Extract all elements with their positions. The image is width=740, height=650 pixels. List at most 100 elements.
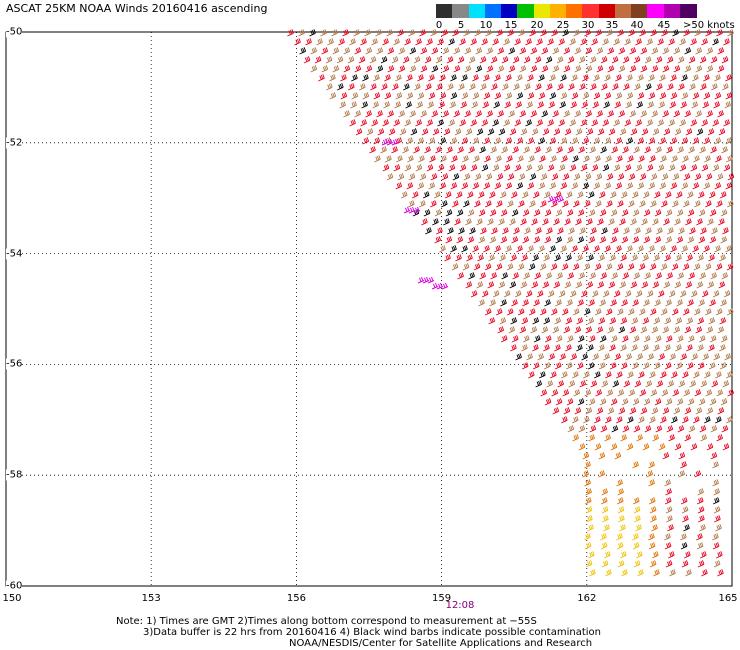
wind-barb (395, 92, 403, 100)
wind-barb (700, 380, 708, 388)
wind-barb (287, 29, 294, 37)
wind-barb (611, 56, 619, 64)
wind-barb (544, 236, 552, 244)
wind-barb (664, 254, 671, 262)
wind-barb (687, 335, 695, 343)
wind-barb (436, 83, 443, 91)
wind-barb (384, 92, 392, 100)
wind-barb (668, 290, 676, 298)
wind-barb (441, 200, 448, 208)
wind-barb (562, 29, 569, 37)
legend-label: 20 (530, 20, 544, 31)
wind-barb (520, 128, 528, 136)
wind-barb (702, 101, 709, 109)
wind-barb (654, 335, 662, 343)
wind-barb (665, 299, 672, 307)
wind-barb (619, 218, 626, 226)
wind-barb (650, 29, 657, 37)
wind-barb (495, 308, 503, 316)
wind-barb (635, 164, 643, 172)
wind-barb (693, 371, 700, 379)
wind-barb (596, 110, 603, 118)
latitude-label: -56 (6, 358, 23, 370)
wind-barb (572, 371, 579, 379)
wind-barb (517, 308, 525, 316)
wind-barb (547, 38, 554, 46)
wind-barb (698, 515, 705, 523)
wind-barb (571, 92, 579, 100)
wind-barb (615, 245, 622, 253)
wind-barb (712, 38, 719, 46)
wind-barb (701, 38, 708, 46)
wind-barb (572, 263, 580, 271)
wind-barb (604, 74, 611, 82)
note-line-1: Note: 1) Times are GMT 2)Times along bot… (116, 616, 537, 627)
wind-barb (605, 371, 612, 379)
wind-barb (554, 362, 562, 370)
wind-barb (584, 173, 592, 181)
wind-barb (329, 92, 337, 100)
wind-barb (616, 542, 624, 550)
wind-barb (529, 200, 536, 208)
wind-barb (487, 281, 495, 289)
wind-barb (716, 200, 723, 208)
wind-barb (464, 65, 472, 73)
wind-barb (511, 335, 519, 343)
wind-barb (689, 227, 696, 235)
wind-barb (448, 119, 455, 127)
wind-barb (510, 344, 517, 352)
wind-barb (548, 101, 555, 109)
wind-barb (666, 146, 673, 154)
wind-barb (629, 326, 637, 334)
wind-barb (668, 38, 675, 46)
legend-swatch (679, 4, 697, 18)
wind-barb (450, 74, 457, 82)
wind-barb (669, 569, 676, 577)
wind-barb (503, 164, 511, 172)
wind-barb (684, 434, 691, 442)
wind-barb (656, 380, 664, 388)
wind-barb (470, 290, 478, 298)
wind-barb (620, 362, 628, 370)
wind-barb (600, 497, 608, 505)
wind-barb (690, 443, 698, 451)
wind-barb (558, 38, 565, 46)
wind-barb (677, 425, 685, 433)
wind-barb (584, 542, 592, 550)
wind-barb (625, 101, 632, 109)
wind-barb (463, 173, 471, 181)
wind-barb (552, 110, 559, 118)
wind-barb (666, 515, 673, 523)
wind-barb (646, 38, 653, 46)
wind-barb (596, 407, 604, 415)
wind-barb (604, 137, 612, 145)
wind-barb (695, 110, 702, 118)
wind-barb (530, 47, 538, 55)
wind-barb (376, 65, 384, 73)
wind-barb (557, 227, 564, 235)
wind-barb (673, 110, 680, 118)
wind-barb (660, 416, 667, 424)
wind-barb (485, 200, 492, 208)
wind-barb (652, 218, 659, 226)
latitude-label: -58 (6, 469, 23, 481)
wind-barb (673, 407, 681, 415)
wind-barb (597, 218, 604, 226)
wind-barb (530, 65, 538, 73)
wind-barb (681, 74, 688, 82)
wind-barb (632, 398, 640, 406)
wind-barb (484, 263, 492, 271)
wind-barb (428, 137, 436, 145)
wind-barb (662, 452, 670, 460)
wind-barb (628, 200, 635, 208)
legend-label: 15 (504, 20, 518, 31)
wind-barb (446, 56, 454, 64)
wind-barb (631, 254, 638, 262)
wind-barb (681, 92, 689, 100)
wind-barb (610, 443, 618, 451)
wind-barb (700, 551, 707, 559)
legend-label: 0 (435, 20, 443, 31)
wind-barb (699, 425, 707, 433)
wind-barb (409, 47, 417, 55)
wind-barb (579, 83, 586, 91)
